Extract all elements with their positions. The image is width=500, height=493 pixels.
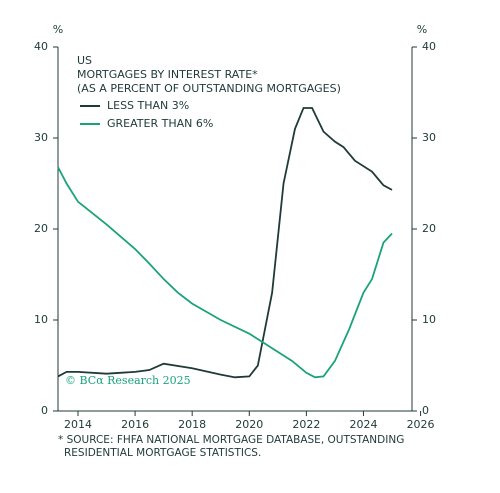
y2-tick-label: 20	[422, 222, 436, 235]
x-tick-label: 2018	[178, 418, 206, 431]
source: * SOURCE: FHFA NATIONAL MORTGAGE DATABAS…	[58, 434, 404, 446]
x-tick-label: 2022	[292, 418, 320, 431]
chart-title: US	[77, 54, 92, 67]
line	[57, 107, 393, 379]
y2-tick-label: 10	[422, 313, 436, 326]
y-unit: %	[53, 23, 63, 36]
y-tick-label: 40	[34, 40, 48, 53]
y2-tick-label: 30	[422, 131, 436, 144]
source: RESIDENTIAL MORTGAGE STATISTICS.	[64, 447, 261, 459]
legend-label: LESS THAN 3%	[107, 99, 189, 112]
x-tick-label: 2016	[121, 418, 149, 431]
y-tick-label: 20	[34, 222, 48, 235]
x-tick-label: 2020	[235, 418, 263, 431]
y2-unit: %	[417, 23, 427, 36]
y-tick-label: 30	[34, 131, 48, 144]
line	[57, 166, 393, 379]
subtitle: MORTGAGES BY INTEREST RATE*	[77, 68, 258, 81]
y2-tick-label: 40	[422, 40, 436, 53]
annotation: © BCα Research 2025	[65, 374, 191, 387]
x-tick-label: 2024	[349, 418, 377, 431]
y-tick-label: 0	[41, 404, 48, 417]
x-tick-label: 2026	[407, 418, 435, 431]
legend-label: GREATER THAN 6%	[107, 117, 213, 130]
y2-tick-label: 0	[422, 404, 429, 417]
y-tick-label: 10	[34, 313, 48, 326]
x-tick-label: 2014	[64, 418, 92, 431]
subtitle: (AS A PERCENT OF OUTSTANDING MORTGAGES)	[77, 82, 341, 95]
